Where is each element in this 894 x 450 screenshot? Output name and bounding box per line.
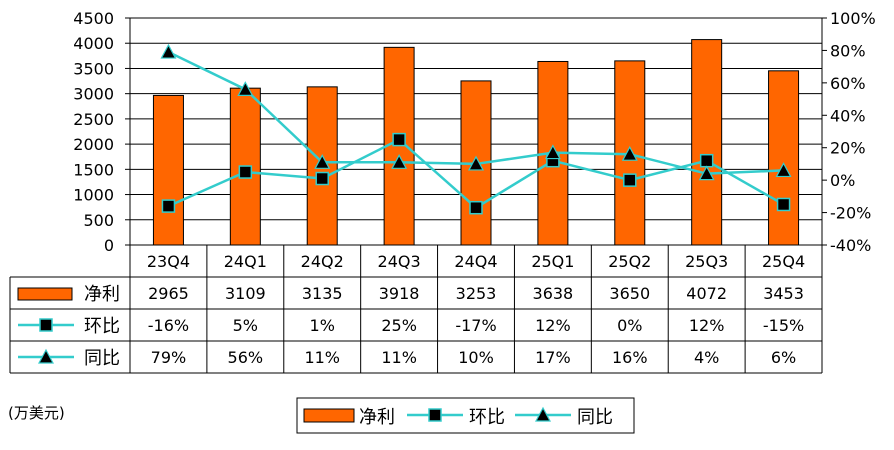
line-point [314, 154, 331, 169]
line-point [467, 155, 485, 171]
table-cell: 56% [228, 348, 264, 367]
x-tick-label: 25Q3 [685, 252, 728, 271]
legend-label: 同比 [577, 407, 613, 428]
line-point [392, 132, 406, 147]
x-tick-label: 24Q1 [224, 252, 267, 271]
y-left-tick-label: 1500 [73, 160, 114, 179]
y-right-tick-label: 20% [830, 139, 866, 158]
table-cell: 79% [151, 348, 187, 367]
x-tick-label: 25Q1 [531, 252, 574, 271]
table-cell: 0% [617, 316, 642, 335]
y-right-tick-label: -20% [830, 204, 871, 223]
unit-note: (万美元) [8, 404, 65, 422]
x-tick-label: 23Q4 [147, 252, 190, 271]
table-key-marker [37, 348, 55, 364]
y-left-tick-label: 500 [83, 211, 114, 230]
legend-key-marker [534, 406, 552, 422]
y-left-tick-label: 3000 [73, 85, 114, 104]
table-cell: 1% [310, 316, 335, 335]
line-point [623, 173, 637, 187]
line-point [621, 145, 638, 161]
table-cell: 12% [535, 316, 571, 335]
line-point [698, 165, 715, 181]
table-row-label: 环比 [84, 316, 120, 337]
table-cell: -17% [455, 316, 496, 335]
table-cell: 11% [381, 348, 417, 367]
table-cell: 3135 [302, 284, 343, 303]
legend: 净利 环比 同比 [296, 397, 635, 434]
series-lines [160, 43, 792, 215]
data-table: 23Q4 24Q1 24Q2 24Q3 24Q4 25Q1 25Q2 25Q3 25Q4 净利环比… [9, 244, 823, 374]
table-row-label: 净利 [84, 284, 120, 305]
y-left-tick-label: 4000 [73, 34, 114, 53]
y-right-tick-label: 40% [830, 106, 866, 125]
bar [768, 70, 800, 246]
y-left-tick-label: 0 [104, 236, 114, 255]
x-tick-label: 24Q4 [454, 252, 497, 271]
y-left-tick-label: 2000 [73, 135, 114, 154]
table-cell: 12% [689, 316, 725, 335]
table-cell: 17% [535, 348, 571, 367]
line-point [391, 154, 408, 169]
table-cell: 11% [304, 348, 340, 367]
y-left-tick-label: 4500 [73, 9, 114, 28]
table-cell: -16% [148, 316, 189, 335]
y-right-tick-label: 0% [830, 171, 855, 190]
x-tick-label: 24Q2 [301, 252, 344, 271]
table-cell: 3918 [379, 284, 420, 303]
y-right-tick-label: 60% [830, 74, 866, 93]
table-key-bar [17, 287, 73, 301]
table-cell: 5% [233, 316, 258, 335]
legend-label: 环比 [469, 407, 505, 428]
line-point [776, 197, 791, 212]
table-cell: 4072 [686, 284, 727, 303]
line-point [699, 153, 714, 168]
y-left-tick-label: 1000 [73, 186, 114, 205]
line-point [775, 162, 792, 178]
line-point [161, 199, 176, 213]
x-tick-label: 25Q2 [608, 252, 651, 271]
axes: 0 500 1000 1500 2000 2500 3000 3500 4000 4500 -40%… [73, 9, 875, 255]
table-cell: 6% [771, 348, 796, 367]
legend-label: 净利 [359, 407, 395, 428]
table-cell: 3650 [609, 284, 650, 303]
line-point [315, 171, 329, 186]
y-right-tick-label: 80% [830, 41, 866, 60]
table-cell: 3109 [225, 284, 266, 303]
y-right-tick-label: 100% [830, 9, 876, 28]
line-point [469, 200, 483, 215]
table-cell: 3453 [763, 284, 804, 303]
y-left-tick-label: 2500 [73, 110, 114, 129]
table-cell: 3253 [456, 284, 497, 303]
line-point [238, 165, 253, 179]
legend-key-marker [428, 408, 442, 422]
line-point [160, 43, 177, 59]
table-row-label: 同比 [84, 348, 120, 369]
x-tick-label: 25Q4 [762, 252, 805, 271]
table-cell: 16% [612, 348, 648, 367]
bar [691, 39, 723, 246]
legend-key-bar [303, 408, 355, 423]
table-cell: 25% [381, 316, 417, 335]
table-cell: 2965 [148, 284, 189, 303]
table-key-marker [39, 318, 53, 332]
table-cell: 4% [694, 348, 719, 367]
x-tick-label: 24Q3 [378, 252, 421, 271]
table-cell: 10% [458, 348, 494, 367]
line-point [544, 144, 561, 160]
bar [152, 94, 184, 246]
y-right-tick-label: -40% [830, 236, 871, 255]
table-cell: -15% [763, 316, 804, 335]
table-cell: 3638 [533, 284, 574, 303]
line-point [237, 81, 254, 96]
y-left-tick-label: 3500 [73, 59, 114, 78]
